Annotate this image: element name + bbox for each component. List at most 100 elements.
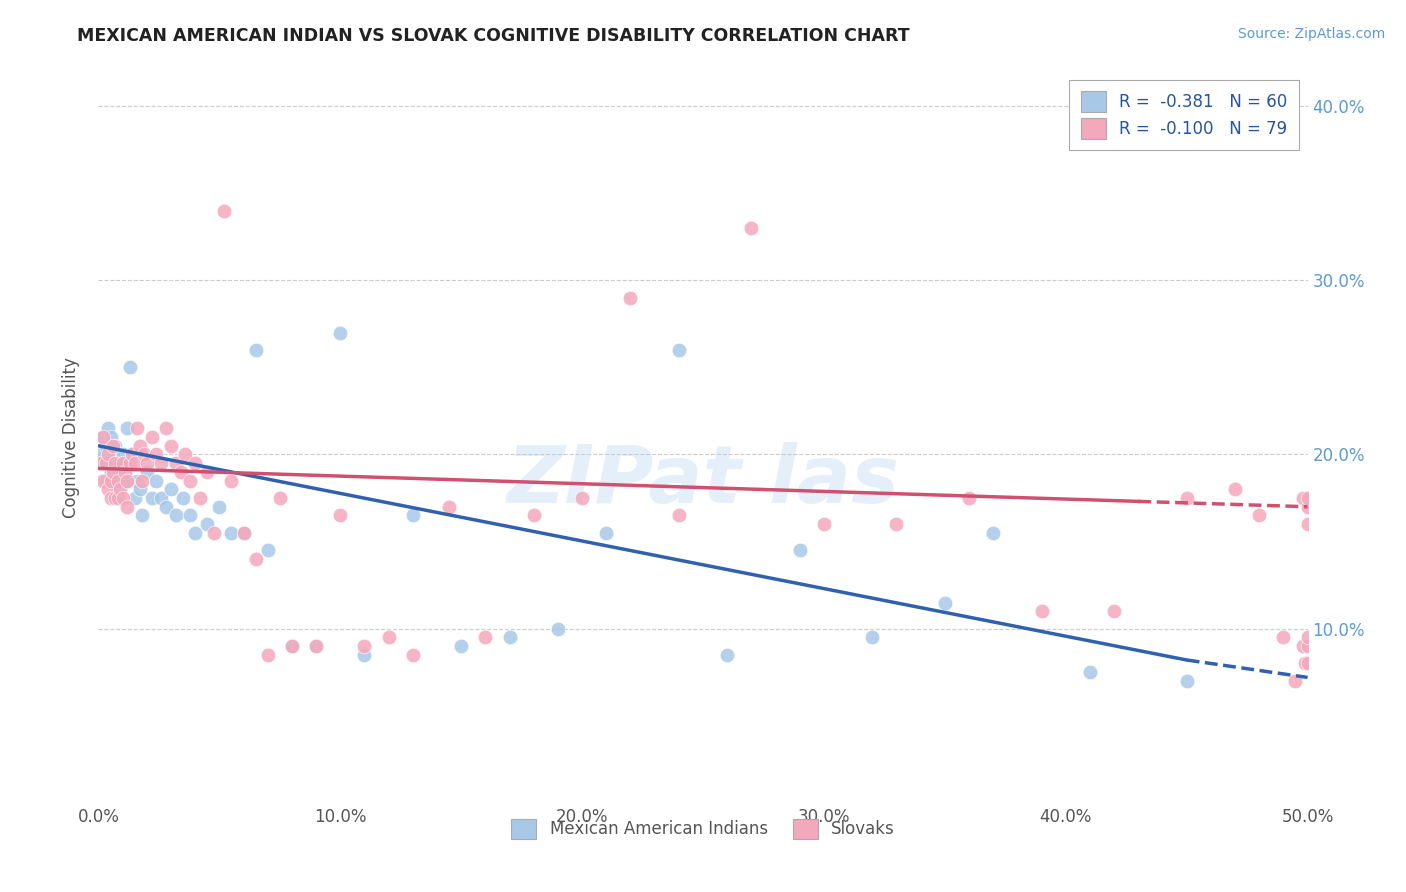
Point: [107, 483, 129, 497]
Point: [100, 465, 122, 479]
Point: [212, 203, 235, 218]
Point: [619, 291, 641, 305]
Point: [124, 456, 146, 470]
Point: [100, 491, 122, 505]
Point: [886, 517, 908, 532]
Point: [108, 456, 131, 470]
Point: [1296, 657, 1319, 671]
Point: [131, 508, 153, 523]
Point: [957, 491, 980, 505]
Point: [269, 491, 291, 505]
Point: [114, 465, 136, 479]
Point: [100, 474, 122, 488]
Point: [128, 483, 150, 497]
Point: [134, 448, 156, 462]
Point: [91, 430, 114, 444]
Text: ZIPat las: ZIPat las: [506, 442, 900, 520]
Point: [208, 500, 231, 514]
Point: [114, 456, 136, 470]
Point: [94, 456, 117, 470]
Point: [437, 500, 460, 514]
Point: [179, 508, 201, 523]
Point: [1292, 639, 1315, 653]
Point: [860, 631, 883, 645]
Point: [353, 639, 375, 653]
Point: [104, 491, 127, 505]
Point: [498, 631, 520, 645]
Point: [256, 543, 278, 558]
Text: Source: ZipAtlas.com: Source: ZipAtlas.com: [1237, 27, 1385, 41]
Point: [145, 474, 167, 488]
Point: [195, 517, 218, 532]
Point: [135, 465, 157, 479]
Point: [204, 525, 226, 540]
Point: [160, 483, 183, 497]
Point: [155, 500, 177, 514]
Point: [118, 360, 141, 375]
Point: [169, 465, 191, 479]
Point: [91, 456, 114, 470]
Point: [474, 631, 496, 645]
Point: [1031, 604, 1053, 618]
Point: [1249, 508, 1271, 523]
Point: [108, 483, 131, 497]
Point: [740, 221, 762, 235]
Point: [141, 430, 163, 444]
Point: [100, 430, 122, 444]
Point: [571, 491, 593, 505]
Point: [117, 474, 139, 488]
Point: [523, 508, 546, 523]
Text: MEXICAN AMERICAN INDIAN VS SLOVAK COGNITIVE DISABILITY CORRELATION CHART: MEXICAN AMERICAN INDIAN VS SLOVAK COGNIT…: [77, 27, 910, 45]
Point: [97, 483, 120, 497]
Point: [1296, 500, 1319, 514]
Point: [172, 491, 194, 505]
Point: [1296, 631, 1319, 645]
Legend: Mexican American Indians, Slovaks: Mexican American Indians, Slovaks: [505, 812, 901, 846]
Point: [104, 456, 127, 470]
Point: [101, 448, 124, 462]
Point: [329, 508, 352, 523]
Point: [90, 448, 112, 462]
Point: [121, 448, 143, 462]
Point: [91, 474, 114, 488]
Point: [104, 439, 127, 453]
Point: [1175, 673, 1198, 688]
Point: [305, 639, 328, 653]
Point: [1102, 604, 1125, 618]
Point: [934, 595, 956, 609]
Point: [221, 474, 243, 488]
Point: [232, 525, 254, 540]
Point: [1078, 665, 1101, 680]
Point: [155, 421, 177, 435]
Point: [353, 648, 375, 662]
Point: [377, 631, 399, 645]
Point: [101, 474, 124, 488]
Point: [97, 448, 120, 462]
Point: [1284, 673, 1306, 688]
Point: [188, 491, 211, 505]
Point: [150, 456, 173, 470]
Point: [450, 639, 472, 653]
Point: [245, 552, 267, 566]
Point: [118, 456, 141, 470]
Point: [141, 491, 163, 505]
Point: [145, 448, 167, 462]
Point: [111, 456, 134, 470]
Point: [121, 448, 143, 462]
Point: [97, 421, 120, 435]
Point: [179, 474, 201, 488]
Point: [107, 474, 129, 488]
Point: [117, 421, 139, 435]
Point: [184, 525, 207, 540]
Point: [104, 456, 127, 470]
Point: [1175, 491, 1198, 505]
Point: [1296, 639, 1319, 653]
Point: [135, 456, 157, 470]
Point: [111, 448, 134, 462]
Point: [165, 456, 187, 470]
Point: [256, 648, 278, 662]
Point: [1296, 491, 1319, 505]
Point: [1292, 491, 1315, 505]
Point: [94, 439, 117, 453]
Point: [981, 525, 1004, 540]
